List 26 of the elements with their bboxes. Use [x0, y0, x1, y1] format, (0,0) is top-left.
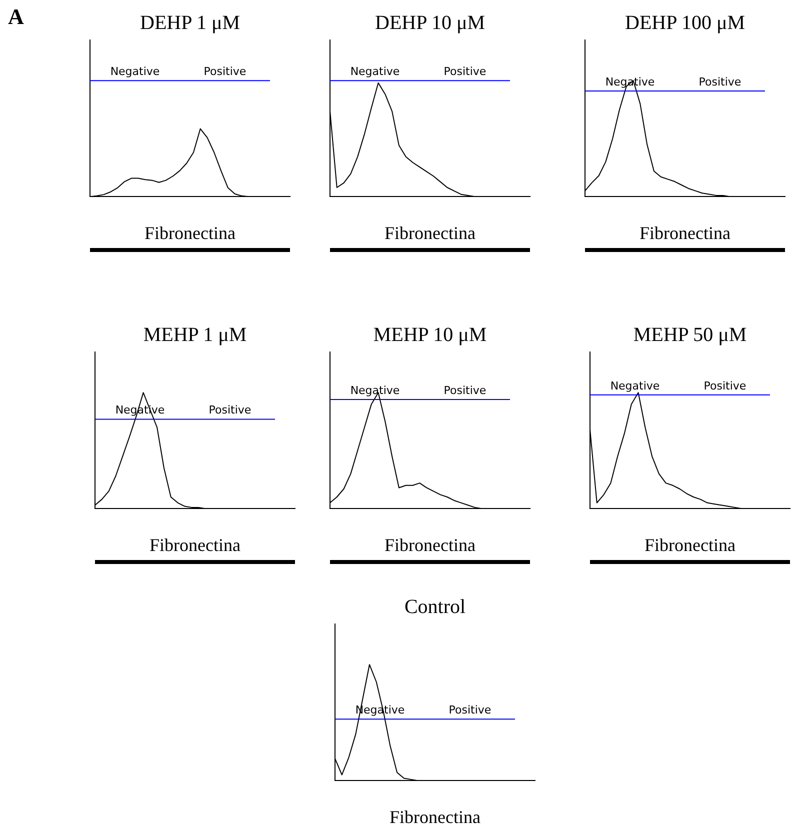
annotation: Positive	[698, 75, 742, 88]
text: Positive	[204, 64, 246, 78]
text: Negative	[610, 379, 660, 392]
chart-title: DEHP 10 μM	[374, 11, 486, 36]
chart-title: MEHP 50 μM	[632, 323, 748, 348]
x-axis-title: Fibronectina	[388, 807, 482, 828]
x-axis-title: Fibronectina	[644, 535, 736, 556]
x-axis-title: Fibronectina	[148, 535, 242, 556]
annotation: Positive	[448, 703, 492, 716]
x-axis-title: Fibronectina	[638, 223, 732, 244]
text: Negative	[110, 64, 160, 78]
text: Positive	[704, 379, 746, 392]
annotation: Positive	[208, 404, 252, 417]
chart-title: MEHP 1 μM	[142, 323, 248, 348]
chart-title: MEHP 10 μM	[372, 323, 488, 348]
text: Negative	[350, 64, 400, 78]
chart-title: DEHP 1 μM	[139, 11, 241, 36]
annotation: Positive	[444, 384, 486, 397]
x-axis-title: Fibronectina	[384, 223, 476, 244]
x-axis-title: Fibronectina	[144, 223, 236, 244]
x-axis-title: Fibronectina	[384, 535, 476, 556]
chart-subtitle: A	[8, 4, 24, 30]
chart-title: DEHP 100 μM	[624, 11, 746, 36]
chart-title: Control	[403, 595, 467, 620]
annotation: Negative	[350, 384, 400, 397]
text: Positive	[444, 64, 486, 78]
